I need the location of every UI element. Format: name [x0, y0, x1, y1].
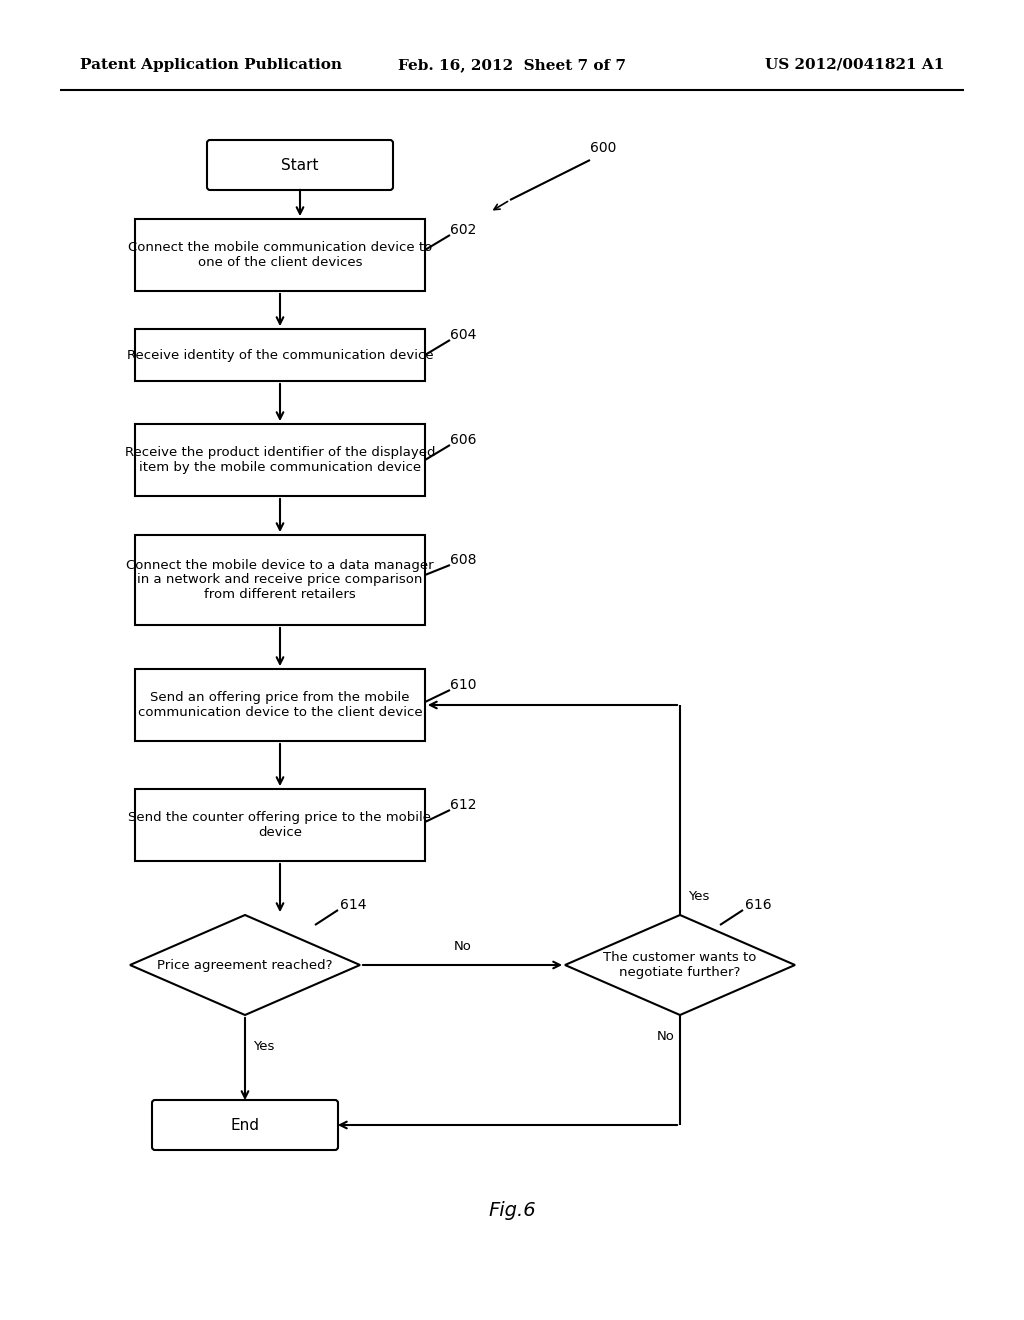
Text: 600: 600: [590, 141, 616, 154]
Bar: [135, 329, 425, 381]
Text: US 2012/0041821 A1: US 2012/0041821 A1: [765, 58, 944, 73]
Text: Feb. 16, 2012  Sheet 7 of 7: Feb. 16, 2012 Sheet 7 of 7: [398, 58, 626, 73]
FancyBboxPatch shape: [207, 140, 393, 190]
Bar: [135, 424, 425, 496]
Text: Send an offering price from the mobile
communication device to the client device: Send an offering price from the mobile c…: [137, 690, 422, 719]
Bar: [135, 219, 425, 290]
Text: Fig.6: Fig.6: [488, 1200, 536, 1220]
Text: 614: 614: [340, 898, 367, 912]
Text: Yes: Yes: [253, 1040, 274, 1053]
Text: Connect the mobile device to a data manager
in a network and receive price compa: Connect the mobile device to a data mana…: [126, 558, 434, 602]
Bar: [135, 789, 425, 861]
Text: 602: 602: [450, 223, 476, 238]
Text: Patent Application Publication: Patent Application Publication: [80, 58, 342, 73]
Text: 604: 604: [450, 327, 476, 342]
Text: The customer wants to
negotiate further?: The customer wants to negotiate further?: [603, 950, 757, 979]
Text: Start: Start: [282, 157, 318, 173]
Bar: [135, 535, 425, 624]
Text: Yes: Yes: [688, 890, 710, 903]
Text: 612: 612: [450, 799, 476, 812]
Text: 608: 608: [450, 553, 476, 568]
Text: 616: 616: [745, 898, 772, 912]
Text: End: End: [230, 1118, 259, 1133]
Text: No: No: [454, 940, 471, 953]
Text: Receive identity of the communication device: Receive identity of the communication de…: [127, 348, 433, 362]
Text: Receive the product identifier of the displayed
item by the mobile communication: Receive the product identifier of the di…: [125, 446, 435, 474]
Text: Connect the mobile communication device to
one of the client devices: Connect the mobile communication device …: [128, 242, 432, 269]
Text: 606: 606: [450, 433, 476, 447]
FancyBboxPatch shape: [152, 1100, 338, 1150]
Polygon shape: [130, 915, 360, 1015]
Text: Send the counter offering price to the mobile
device: Send the counter offering price to the m…: [128, 810, 431, 840]
Bar: [135, 669, 425, 741]
Text: Price agreement reached?: Price agreement reached?: [158, 958, 333, 972]
Polygon shape: [565, 915, 795, 1015]
Text: 610: 610: [450, 678, 476, 692]
Text: No: No: [657, 1030, 675, 1043]
